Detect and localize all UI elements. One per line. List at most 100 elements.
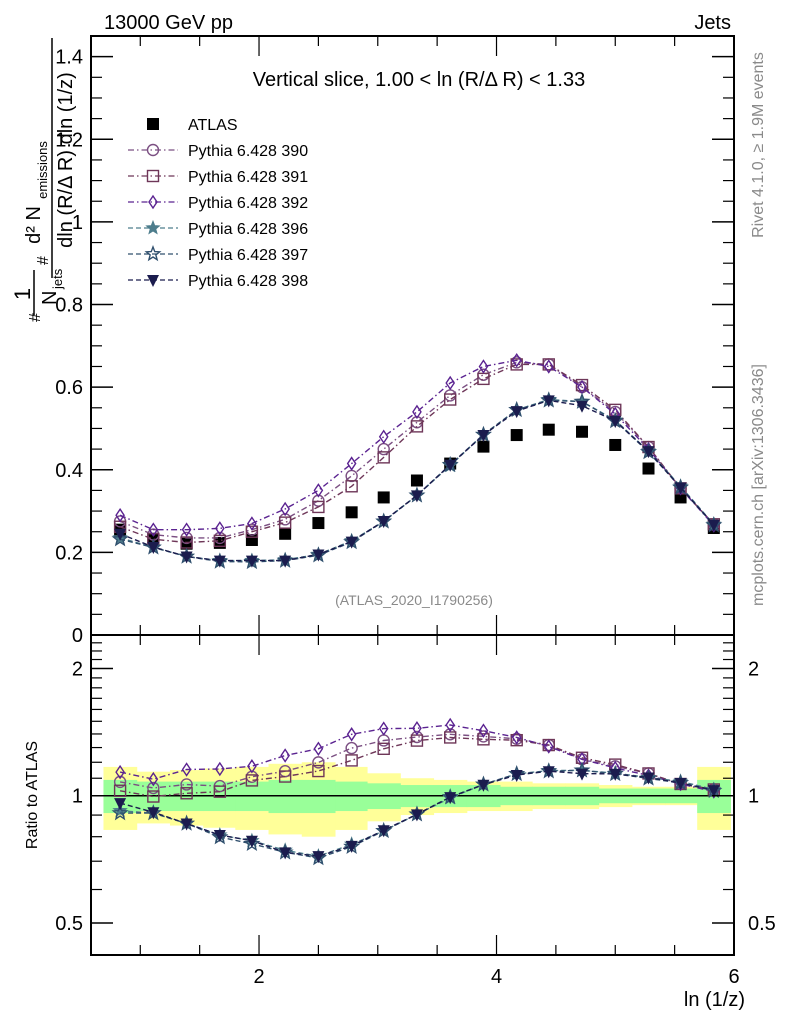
header-right: Jets <box>694 12 731 34</box>
data-point <box>345 469 358 483</box>
legend-marker <box>147 118 159 130</box>
series-pythia-6-428-390 <box>113 356 721 545</box>
main-series-layer <box>111 353 723 570</box>
ratio-data-point <box>377 825 390 838</box>
main-y-tick-label: 0.8 <box>55 295 83 317</box>
main-y-tick-label: 0 <box>72 625 83 647</box>
ratio-data-point <box>115 764 125 780</box>
data-point <box>214 521 225 536</box>
data-point <box>410 420 424 433</box>
ratio-data-point <box>510 769 523 782</box>
ratio-data-point <box>642 772 655 785</box>
ylabel-numerator: d² N <box>23 206 45 244</box>
data-point <box>115 507 125 523</box>
legend-entry: Pythia 6.428 397 <box>128 245 308 264</box>
data-point <box>542 423 555 436</box>
data-point <box>609 416 622 429</box>
ratio-data-point <box>707 785 720 798</box>
ylabel-numerator-sub: emissions <box>35 141 50 199</box>
ylabel-hash1: # <box>27 313 44 322</box>
main-y-tick-label: 0.6 <box>55 377 83 399</box>
data-point <box>478 359 489 374</box>
ratio-data-point <box>312 851 325 864</box>
series-line <box>119 359 715 531</box>
data-point <box>477 368 490 381</box>
ratio-data-point <box>576 768 589 781</box>
data-point <box>279 527 292 540</box>
main-y-tick-label: 0.2 <box>55 542 83 564</box>
ratio-data-point <box>180 787 193 800</box>
legend-marker <box>146 143 160 157</box>
data-point <box>410 474 423 487</box>
legend: ATLAS Pythia 6.428 390 Pythia 6.428 391 Pyt… <box>128 117 308 290</box>
data-point <box>279 555 292 568</box>
ratio-data-point <box>477 779 490 792</box>
ratio-data-point <box>247 759 257 774</box>
ratio-data-point <box>147 807 160 820</box>
data-point <box>313 483 324 498</box>
ratio-data-point <box>245 835 258 848</box>
main-y-axis-label: # 1 N jets # d² N emissions dln (R/Δ R) … <box>10 38 77 322</box>
ratio-data-point <box>543 739 554 754</box>
ratio-data-point <box>180 778 193 791</box>
ratio-y-tick-label-right: 0.5 <box>748 913 776 935</box>
data-point <box>477 430 490 443</box>
data-point <box>642 446 655 459</box>
data-point <box>542 358 555 371</box>
data-point <box>377 442 390 456</box>
legend-entry: Pythia 6.428 396 <box>128 219 308 238</box>
ratio-y-tick-label-left: 1 <box>72 786 83 808</box>
data-point <box>377 515 390 528</box>
ratio-data-point <box>213 785 227 798</box>
ratio-data-point <box>113 784 127 797</box>
ratio-data-point <box>345 754 358 767</box>
ratio-series-layer <box>111 717 723 866</box>
ratio-data-point <box>111 804 129 821</box>
ratio-data-point <box>346 727 357 742</box>
series-pythia-6-428-392 <box>115 353 719 537</box>
legend-entry: Pythia 6.428 392 <box>128 194 308 212</box>
ratio-y-tick-label-left: 2 <box>72 658 83 680</box>
data-point <box>510 358 523 371</box>
data-point <box>181 522 192 537</box>
ratio-y-tick-label-right: 2 <box>748 658 759 680</box>
ratio-data-point <box>147 781 160 795</box>
legend-entry: Pythia 6.428 398 <box>128 273 308 290</box>
legend-marker <box>148 194 158 210</box>
ratio-data-point <box>345 741 358 755</box>
data-point <box>377 491 390 504</box>
main-title: Vertical slice, 1.00 < ln (R/Δ R) < 1.33 <box>253 69 585 91</box>
data-point <box>444 393 457 406</box>
ratio-data-point <box>245 774 259 787</box>
data-point <box>111 530 129 547</box>
ratio-data-point <box>148 771 159 787</box>
ylabel-denominator: dln (R/Δ R) dln (1/z) <box>55 72 77 248</box>
legend-marker <box>145 219 161 235</box>
ylabel-hash2: # <box>35 256 52 265</box>
data-point <box>543 359 554 374</box>
legend-label: Pythia 6.428 392 <box>188 195 308 212</box>
data-point <box>345 536 358 549</box>
ratio-data-point <box>478 723 489 738</box>
ratio-data-point <box>674 777 687 790</box>
data-point <box>180 551 193 564</box>
legend-label: ATLAS <box>188 117 238 134</box>
data-point <box>444 389 457 402</box>
ratio-data-point <box>410 809 423 822</box>
data-point <box>378 429 389 444</box>
legend-entry: Pythia 6.428 391 <box>128 169 308 186</box>
ratio-axes: 0.5 0.5 1 1 2 2 2 4 6 <box>55 635 776 988</box>
data-point <box>410 490 423 503</box>
main-y-tick-label: 1.2 <box>55 129 83 151</box>
legend-label: Pythia 6.428 391 <box>188 169 308 186</box>
main-y-tick-label: 1 <box>72 212 83 234</box>
legend-entry: ATLAS <box>147 117 238 134</box>
data-point <box>312 549 325 562</box>
ratio-data-point <box>181 762 192 777</box>
data-point <box>707 519 720 532</box>
ratio-data-point <box>345 840 358 853</box>
ratio-data-point <box>213 830 226 843</box>
x-tick-label: 6 <box>728 966 739 988</box>
ratio-data-point <box>378 721 389 736</box>
